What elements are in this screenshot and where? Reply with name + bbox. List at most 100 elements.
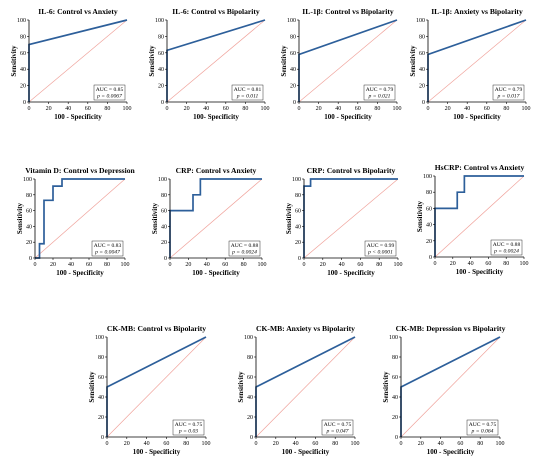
x-tick-label: 80 bbox=[104, 106, 110, 112]
y-tick-label: 80 bbox=[26, 193, 32, 199]
x-tick-label: 0 bbox=[434, 261, 437, 267]
auc-value: AUC = 0.81 bbox=[234, 87, 262, 93]
y-tick-label: 60 bbox=[295, 209, 301, 215]
p-value: p = 0.047 bbox=[326, 429, 349, 435]
auc-box bbox=[466, 419, 499, 436]
x-tick-label: 40 bbox=[203, 106, 209, 112]
y-tick-label: 0 bbox=[422, 100, 425, 106]
y-tick-label: 40 bbox=[26, 224, 32, 230]
x-tick-label: 100 bbox=[261, 106, 270, 112]
p-value: p = 0.017 bbox=[497, 94, 520, 100]
x-axis-label: 100 - Specificity bbox=[456, 268, 504, 276]
y-tick-label: 20 bbox=[161, 240, 167, 246]
x-axis-label: 100 - Specificity bbox=[133, 448, 181, 456]
y-tick-label: 40 bbox=[20, 67, 26, 73]
x-axis-label: 100 - Specificity bbox=[324, 113, 372, 121]
y-tick-label: 20 bbox=[20, 84, 26, 90]
x-tick-label: 0 bbox=[255, 441, 258, 447]
y-tick-label: 100 bbox=[158, 177, 167, 183]
x-tick-label: 40 bbox=[144, 441, 150, 447]
x-tick-label: 20 bbox=[418, 441, 424, 447]
roc-panel-3: IL-1β: Control vs Bipolarity 00 20 20 40 40 60… bbox=[280, 7, 402, 121]
x-tick-label: 20 bbox=[450, 261, 456, 267]
y-tick-label: 20 bbox=[426, 239, 432, 245]
x-tick-label: 80 bbox=[503, 106, 509, 112]
y-tick-label: 100 bbox=[292, 177, 301, 183]
x-tick-label: 60 bbox=[312, 441, 318, 447]
x-tick-label: 0 bbox=[303, 262, 306, 268]
x-tick-label: 20 bbox=[46, 106, 52, 112]
auc-value: AUC = 0.88 bbox=[493, 242, 521, 248]
x-tick-label: 60 bbox=[484, 106, 490, 112]
p-value: p = 0.0024 bbox=[493, 249, 519, 255]
p-value: p = 0.0067 bbox=[96, 94, 122, 100]
auc-value: AUC = 0.83 bbox=[94, 243, 122, 249]
auc-value: AUC = 0.88 bbox=[231, 243, 259, 249]
reference-line bbox=[34, 178, 126, 259]
roc-panel-4: IL-1β: Anxiety vs Bipolarity 00 20 20 40 40 60… bbox=[409, 7, 531, 121]
y-tick-label: 80 bbox=[161, 193, 167, 199]
auc-value: AUC = 0.75 bbox=[324, 422, 352, 428]
auc-box bbox=[93, 84, 126, 101]
x-axis-label: 100 - Specificity bbox=[453, 113, 501, 121]
x-axis-label: 100 - Specificity bbox=[56, 269, 104, 277]
auc-box bbox=[363, 84, 396, 101]
y-tick-label: 20 bbox=[158, 84, 164, 90]
x-tick-label: 100 bbox=[258, 262, 267, 268]
roc-panel-11: CK-MB: Depression vs Bipolarity 00 20 20 40 4… bbox=[382, 324, 506, 456]
y-tick-label: 0 bbox=[101, 435, 104, 441]
roc-panel-6: CRP: Control vs Anxiety 00 20 20 40 40 60 60 80 8… bbox=[151, 166, 267, 277]
auc-box bbox=[490, 239, 523, 256]
x-tick-label: 80 bbox=[183, 441, 189, 447]
x-tick-label: 100 bbox=[394, 262, 403, 268]
auc-value: AUC = 0.75 bbox=[175, 422, 203, 428]
x-tick-label: 40 bbox=[464, 106, 470, 112]
x-tick-label: 0 bbox=[427, 106, 430, 112]
reference-line bbox=[166, 19, 266, 103]
x-tick-label: 80 bbox=[241, 262, 247, 268]
y-tick-label: 60 bbox=[419, 51, 425, 57]
x-tick-label: 40 bbox=[339, 262, 345, 268]
y-tick-label: 40 bbox=[290, 67, 296, 73]
auc-value: AUC = 0.75 bbox=[469, 422, 497, 428]
x-tick-label: 100 bbox=[121, 262, 130, 268]
x-axis-label: 100- Specificity bbox=[193, 113, 239, 121]
x-tick-label: 40 bbox=[65, 106, 71, 112]
y-tick-label: 40 bbox=[247, 395, 253, 401]
y-tick-label: 0 bbox=[293, 100, 296, 106]
y-tick-label: 40 bbox=[392, 395, 398, 401]
roc-panel-7: CRP: Control vs Bipolarity 00 20 20 40 40 60 60… bbox=[285, 166, 403, 277]
y-tick-label: 80 bbox=[295, 193, 301, 199]
y-tick-label: 80 bbox=[158, 34, 164, 40]
y-axis-label: Sensitivity bbox=[416, 200, 424, 232]
y-tick-label: 40 bbox=[98, 395, 104, 401]
y-tick-label: 100 bbox=[423, 174, 432, 180]
y-axis-label: Sensitivity bbox=[151, 202, 159, 234]
x-tick-label: 100 bbox=[202, 441, 211, 447]
reference-line bbox=[255, 336, 356, 438]
y-tick-label: 40 bbox=[158, 67, 164, 73]
x-tick-label: 20 bbox=[445, 106, 451, 112]
panel-title: IL-1β: Control vs Bipolarity bbox=[302, 7, 394, 16]
reference-line bbox=[427, 19, 527, 103]
y-tick-label: 100 bbox=[155, 18, 164, 24]
y-tick-label: 80 bbox=[426, 190, 432, 196]
auc-box bbox=[364, 240, 397, 257]
reference-line bbox=[400, 336, 501, 438]
x-axis-label: 100 - Specificity bbox=[427, 448, 475, 456]
x-axis-label: 100 - Specificity bbox=[327, 269, 375, 277]
roc-panel-5: Vitamin D: Control vs Depression 00 20 20 40… bbox=[16, 166, 136, 277]
y-tick-label: 60 bbox=[426, 206, 432, 212]
y-tick-label: 20 bbox=[295, 240, 301, 246]
x-tick-label: 0 bbox=[400, 441, 403, 447]
x-tick-label: 80 bbox=[477, 441, 483, 447]
x-tick-label: 60 bbox=[457, 441, 463, 447]
y-tick-label: 40 bbox=[419, 67, 425, 73]
y-tick-label: 60 bbox=[392, 375, 398, 381]
x-tick-label: 60 bbox=[223, 106, 229, 112]
y-tick-label: 60 bbox=[161, 209, 167, 215]
x-axis-label: 100 - Specificity bbox=[192, 269, 240, 277]
x-tick-label: 80 bbox=[503, 261, 509, 267]
p-value: p = 0.0047 bbox=[94, 250, 120, 256]
